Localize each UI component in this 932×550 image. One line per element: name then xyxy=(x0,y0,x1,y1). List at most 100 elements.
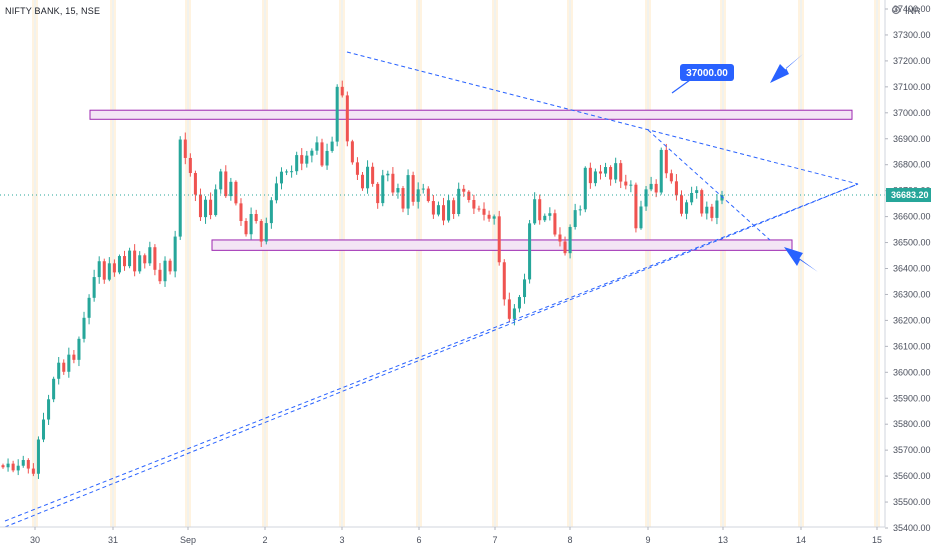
candle xyxy=(543,213,547,223)
candle xyxy=(695,186,699,199)
candle-body xyxy=(447,200,451,221)
candle-body xyxy=(300,155,304,164)
candle-body xyxy=(295,155,299,172)
candle xyxy=(173,230,177,278)
y-tick-label: 35800.00 xyxy=(893,419,931,429)
candle xyxy=(204,196,208,224)
candle xyxy=(295,151,299,175)
candle xyxy=(183,132,187,165)
candle xyxy=(614,157,618,184)
currency-label: INR xyxy=(905,6,921,16)
candle xyxy=(426,186,430,203)
trendline[interactable] xyxy=(346,51,859,185)
y-tick-label: 36300.00 xyxy=(893,289,931,299)
candle-body xyxy=(87,297,91,318)
candle-body xyxy=(396,188,400,193)
trendline[interactable] xyxy=(4,183,859,522)
resistance-zone[interactable] xyxy=(89,109,853,120)
candle-body xyxy=(274,183,278,201)
candle xyxy=(462,184,466,197)
zone-layer[interactable] xyxy=(89,109,853,251)
candle-body xyxy=(16,465,20,471)
candle xyxy=(674,174,678,201)
trendline[interactable] xyxy=(4,183,859,528)
candle-body xyxy=(198,194,202,218)
candle-body xyxy=(107,263,111,280)
x-tick-label: 6 xyxy=(416,535,421,545)
x-tick-label: 30 xyxy=(30,535,40,545)
candle-body xyxy=(320,142,324,166)
candle xyxy=(391,167,395,196)
time-axis[interactable]: 30 31 Sep 2 3 6 7 8 9 13 14 15 xyxy=(0,526,885,545)
candle-body xyxy=(624,181,628,186)
price-axis[interactable]: 35400.00 35500.00 35600.00 35700.00 35800.00… xyxy=(884,0,932,550)
candle xyxy=(31,463,35,477)
candle xyxy=(47,394,51,425)
y-tick-label: 36000.00 xyxy=(893,367,931,377)
candle xyxy=(452,197,456,219)
candle-body xyxy=(77,338,81,360)
candle xyxy=(700,188,704,217)
candle-body xyxy=(659,149,663,193)
candle-body xyxy=(173,236,177,272)
trendline[interactable] xyxy=(647,129,771,241)
candle-body xyxy=(330,141,334,151)
candle-body xyxy=(97,261,101,278)
candle xyxy=(720,190,724,205)
y-tick-label: 35600.00 xyxy=(893,471,931,481)
annotation-layer[interactable]: 37000.00 xyxy=(671,54,818,272)
candle xyxy=(558,227,562,247)
candle-body xyxy=(512,308,516,319)
candle xyxy=(624,174,628,190)
candle-body xyxy=(715,200,719,218)
candle xyxy=(285,169,289,176)
candle xyxy=(325,143,329,170)
candle-body xyxy=(264,223,268,242)
candle-body xyxy=(639,206,643,229)
gear-icon[interactable] xyxy=(891,5,901,15)
support-zone[interactable] xyxy=(211,239,793,251)
y-tick-label: 37100.00 xyxy=(893,82,931,92)
candle-body xyxy=(482,208,486,215)
candle-body xyxy=(609,167,613,180)
y-tick-label: 36600.00 xyxy=(893,212,931,222)
x-tick-label: 31 xyxy=(108,535,118,545)
candle-body xyxy=(523,279,527,298)
candle xyxy=(244,218,248,237)
candle xyxy=(664,143,668,179)
candle xyxy=(381,169,385,207)
candle-body xyxy=(644,189,648,207)
candle-body xyxy=(401,188,405,209)
candle-body xyxy=(598,171,602,174)
candle xyxy=(87,294,91,325)
price-annotation[interactable]: 37000.00 xyxy=(671,64,734,94)
candle-body xyxy=(497,216,501,263)
candle xyxy=(97,256,101,284)
candle-body xyxy=(441,205,446,221)
candle xyxy=(188,153,192,177)
candle-body xyxy=(543,215,547,221)
candle xyxy=(133,244,137,277)
candle xyxy=(447,195,451,223)
candle xyxy=(376,182,380,209)
candle xyxy=(259,219,263,247)
candle xyxy=(619,160,623,189)
candle-body xyxy=(452,200,456,215)
x-tick-label: 7 xyxy=(492,535,497,545)
candle xyxy=(72,349,76,364)
candle xyxy=(330,136,334,153)
candle-body xyxy=(269,200,273,224)
trendlines-layer[interactable] xyxy=(0,51,885,528)
annotation-box xyxy=(680,64,734,81)
candle xyxy=(588,162,592,189)
candle-body xyxy=(533,199,537,224)
candle-body xyxy=(664,149,668,174)
candle-body xyxy=(649,183,653,190)
candle-body xyxy=(183,139,187,158)
candle xyxy=(406,169,410,216)
candle-body xyxy=(279,171,284,184)
candle xyxy=(679,190,684,217)
y-tick-label: 36900.00 xyxy=(893,134,931,144)
candle xyxy=(593,168,597,187)
